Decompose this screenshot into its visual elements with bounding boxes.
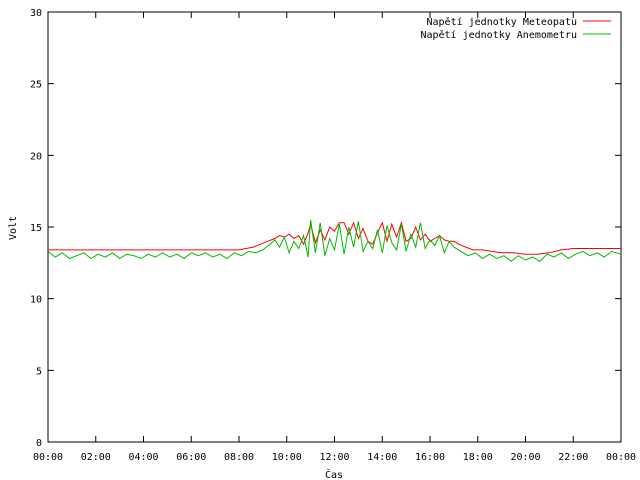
y-tick-label: 15: [30, 223, 42, 234]
x-tick-label: 04:00: [128, 452, 158, 463]
legend-label-meteopat: Napětí jednotky Meteopatu: [426, 16, 577, 28]
y-tick-label: 5: [36, 366, 42, 377]
x-tick-label: 00:00: [33, 452, 63, 463]
x-axis-label: Čas: [325, 468, 343, 480]
x-tick-label: 00:00: [606, 452, 636, 463]
x-tick-label: 20:00: [510, 452, 540, 463]
y-tick-label: 30: [30, 8, 42, 19]
x-tick-label: 18:00: [463, 452, 493, 463]
legend: Napětí jednotky Meteopatu Napětí jednotk…: [420, 16, 611, 41]
x-tick-label: 08:00: [224, 452, 254, 463]
y-tick-label: 25: [30, 80, 42, 91]
x-axis-ticks: 00:00 02:00 04:00 06:00 08:00 10:00 12:00 14:00…: [33, 12, 636, 463]
y-tick-label: 20: [30, 151, 42, 162]
x-tick-label: 10:00: [272, 452, 302, 463]
x-tick-label: 14:00: [367, 452, 397, 463]
legend-label-anemometr: Napětí jednotky Anemometru: [420, 29, 577, 41]
series-line-meteopat: [48, 220, 621, 255]
y-tick-label: 10: [30, 295, 42, 306]
y-axis-label: Volt: [8, 216, 19, 240]
x-tick-label: 02:00: [81, 452, 111, 463]
y-axis-ticks: 0 5 10 15 20 25 30: [30, 8, 621, 449]
y-tick-label: 0: [36, 438, 42, 449]
x-tick-label: 16:00: [415, 452, 445, 463]
plot-frame: [47, 11, 622, 443]
x-tick-label: 12:00: [319, 452, 349, 463]
x-tick-label: 22:00: [558, 452, 588, 463]
series-lines: [47, 219, 622, 263]
series-line-anemometr: [47, 219, 622, 263]
x-tick-label: 06:00: [176, 452, 206, 463]
